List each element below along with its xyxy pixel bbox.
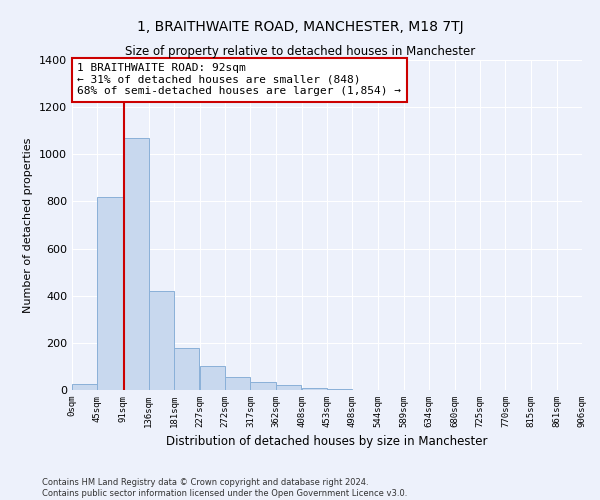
- Bar: [174, 348, 199, 390]
- Text: Size of property relative to detached houses in Manchester: Size of property relative to detached ho…: [125, 45, 475, 58]
- Bar: [225, 377, 250, 390]
- Bar: [97, 196, 122, 390]
- Bar: [72, 384, 97, 390]
- Text: 1, BRAITHWAITE ROAD, MANCHESTER, M18 7TJ: 1, BRAITHWAITE ROAD, MANCHESTER, M18 7TJ: [137, 20, 463, 34]
- Text: 1 BRAITHWAITE ROAD: 92sqm
← 31% of detached houses are smaller (848)
68% of semi: 1 BRAITHWAITE ROAD: 92sqm ← 31% of detac…: [77, 64, 401, 96]
- Bar: [327, 389, 352, 390]
- Y-axis label: Number of detached properties: Number of detached properties: [23, 138, 34, 312]
- Bar: [250, 382, 276, 390]
- Text: Contains HM Land Registry data © Crown copyright and database right 2024.
Contai: Contains HM Land Registry data © Crown c…: [42, 478, 407, 498]
- Bar: [302, 388, 327, 390]
- Bar: [276, 385, 301, 390]
- Bar: [123, 138, 149, 390]
- Bar: [149, 291, 174, 390]
- Bar: [200, 366, 225, 390]
- X-axis label: Distribution of detached houses by size in Manchester: Distribution of detached houses by size …: [166, 436, 488, 448]
